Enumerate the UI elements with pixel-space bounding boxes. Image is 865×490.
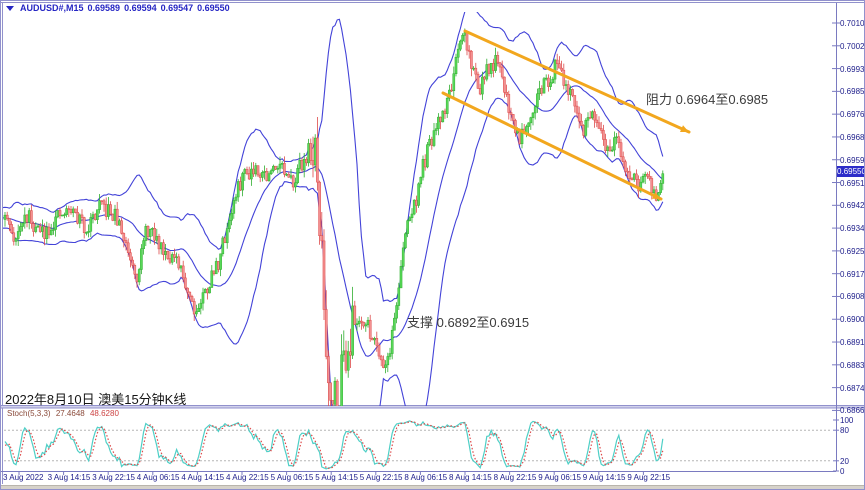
price-axis-label: 0.69935: [840, 64, 865, 74]
trendline-lower-channel: [441, 91, 663, 201]
time-axis-label: 8 Aug 22:15: [493, 473, 537, 482]
trendline-upper-channel: [463, 29, 691, 134]
quote-close: 0.69550: [197, 3, 230, 13]
time-axis-label: 9 Aug 14:15: [582, 473, 626, 482]
price-axis-label: 0.70105: [840, 19, 865, 28]
time-axis-label: 8 Aug 06:15: [404, 473, 448, 482]
stochastic-caption: Stoch(5,3,3) 27.4648 48.6280: [7, 409, 119, 418]
price-axis-label: 0.68660: [840, 406, 865, 416]
price-axis-label: 0.69085: [840, 292, 865, 302]
symbol-label: AUDUSD#,M15: [20, 3, 84, 13]
channel-trendlines[interactable]: [441, 29, 691, 201]
time-axis-label: 4 Aug 22:15: [226, 473, 269, 482]
time-axis-label: 5 Aug 14:15: [315, 473, 358, 482]
time-axis-label: 3 Aug 2022: [3, 473, 44, 482]
window-bottom-edge: [1, 485, 864, 489]
time-axis-label: 5 Aug 06:15: [270, 473, 314, 482]
chart-title: AUDUSD#,M15 0.69589 0.69594 0.69547 0.69…: [6, 3, 230, 13]
price-axis-label: 0.68745: [840, 383, 865, 393]
stochastic-lines: [4, 420, 831, 470]
symbol-dropdown-icon[interactable]: [6, 5, 14, 11]
time-axis-label: 3 Aug 22:15: [92, 473, 135, 482]
time-axis-label: 5 Aug 22:15: [359, 473, 403, 482]
price-axis-label: 0.69595: [840, 155, 865, 165]
price-axis-label: 0.69255: [840, 246, 865, 256]
time-axis[interactable]: 3 Aug 2022 3 Aug 14:15 3 Aug 22:15 4 Aug 06…: [1, 472, 836, 484]
time-axis-label: 8 Aug 14:15: [449, 473, 492, 482]
support-annotation[interactable]: 支撑 0.6892至0.6915: [407, 315, 530, 330]
stochastic-k-value: 27.4648: [55, 409, 85, 418]
candlesticks: [3, 28, 665, 406]
price-axis-label: 0.69425: [840, 201, 865, 211]
date-caption[interactable]: 2022年8月10日 澳美15分钟K线: [5, 392, 187, 407]
time-axis-label: 4 Aug 06:15: [136, 473, 180, 482]
current-price-badge: 0.69550: [837, 166, 865, 177]
axes: [1, 3, 840, 475]
stochastic-scale-label: 20: [840, 456, 849, 466]
quote-low: 0.69547: [160, 3, 194, 13]
stochastic-d-value: 48.6280: [89, 409, 119, 418]
quote-high: 0.69594: [124, 3, 157, 13]
stochastic-scale-label: 80: [840, 426, 849, 436]
quote-open: 0.69589: [87, 3, 121, 13]
resistance-annotation[interactable]: 阻力 0.6964至0.6985: [646, 92, 769, 107]
time-axis-label: 3 Aug 14:15: [47, 473, 91, 482]
stochastic-name: Stoch(5,3,3): [7, 409, 51, 418]
time-axis-label: 9 Aug 06:15: [538, 473, 581, 482]
price-axis-label: 0.69765: [840, 110, 865, 120]
price-axis-label: 0.68915: [840, 338, 865, 348]
stochastic-scale-label: 100: [840, 416, 854, 425]
stochastic-scale-label: 0: [840, 467, 845, 476]
time-axis-label: 4 Aug 14:15: [181, 473, 225, 482]
time-axis-label: 9 Aug 22:15: [627, 473, 671, 482]
